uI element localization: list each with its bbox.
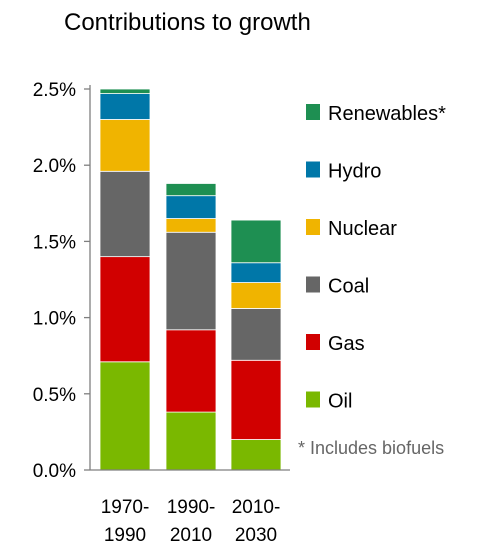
bar-stack-2 <box>230 219 282 471</box>
bars <box>99 88 282 471</box>
x-axis: 1970- 1990 1990- 2010 2010- 2030 <box>90 469 290 546</box>
legend-item: Coal <box>306 276 369 298</box>
bar-segment-coal <box>165 231 217 331</box>
legend-label: Nuclear <box>328 218 397 240</box>
legend-label: Oil <box>328 391 352 413</box>
y-tick-label: 1.0% <box>33 309 76 330</box>
bar-segment-hydro <box>99 93 151 120</box>
bar-segment-nuclear <box>99 119 151 172</box>
legend-item: Gas <box>306 333 365 355</box>
legend-swatch <box>306 219 320 235</box>
x-tick-label: 1990- <box>167 497 216 518</box>
y-tick-label: 2.5% <box>33 80 76 101</box>
legend-swatch <box>306 276 320 293</box>
y-tick-label: 1.5% <box>33 232 76 253</box>
bar-segment-oil <box>230 439 282 471</box>
bar-segment-gas <box>99 256 151 363</box>
legend-swatch <box>306 104 320 120</box>
bar-segment-nuclear <box>165 218 217 233</box>
bar-segment-renewables <box>230 219 282 264</box>
y-tick-label: 0.5% <box>33 385 76 406</box>
legend-item: Hydro <box>306 161 381 183</box>
x-tick-label: 2030 <box>235 525 277 546</box>
x-tick-label: 1970- <box>101 497 150 518</box>
y-tick-label: 2.0% <box>33 156 76 177</box>
legend-label: Coal <box>328 276 369 298</box>
bar-segment-gas <box>165 329 217 413</box>
x-tick-label: 1990 <box>104 525 146 546</box>
bar-stack-0 <box>99 88 151 471</box>
bar-segment-nuclear <box>230 282 282 309</box>
y-tick-label: 0.0% <box>33 461 76 482</box>
bar-segment-hydro <box>165 195 217 219</box>
bar-segment-gas <box>230 359 282 440</box>
legend-swatch <box>306 391 320 408</box>
legend-item: Nuclear <box>306 218 397 240</box>
legend-label: Gas <box>328 333 365 355</box>
legend-item: Oil <box>306 391 352 413</box>
bar-segment-renewables <box>99 88 151 94</box>
y-axis: 0.0% 0.5% 1.0% 1.5% 2.0% 2.5% <box>33 80 91 482</box>
legend-swatch <box>306 334 320 350</box>
x-tick-label: 2010 <box>170 525 212 546</box>
x-tick-label: 2010- <box>232 497 281 518</box>
chart-title: Contributions to growth <box>64 9 311 36</box>
bar-segment-oil <box>99 361 151 471</box>
footnote: * Includes biofuels <box>298 438 444 458</box>
legend-label: Hydro <box>328 161 381 183</box>
legend: Renewables* Hydro Nuclear Coal Gas Oil <box>306 103 446 413</box>
bar-segment-hydro <box>230 262 282 283</box>
legend-label: Renewables* <box>328 103 446 125</box>
bar-segment-renewables <box>165 183 217 197</box>
bar-segment-oil <box>165 411 217 471</box>
bar-segment-coal <box>230 308 282 361</box>
bar-segment-coal <box>99 170 151 258</box>
bar-stack-1 <box>165 183 217 471</box>
legend-swatch <box>306 161 320 178</box>
legend-item: Renewables* <box>306 103 446 125</box>
